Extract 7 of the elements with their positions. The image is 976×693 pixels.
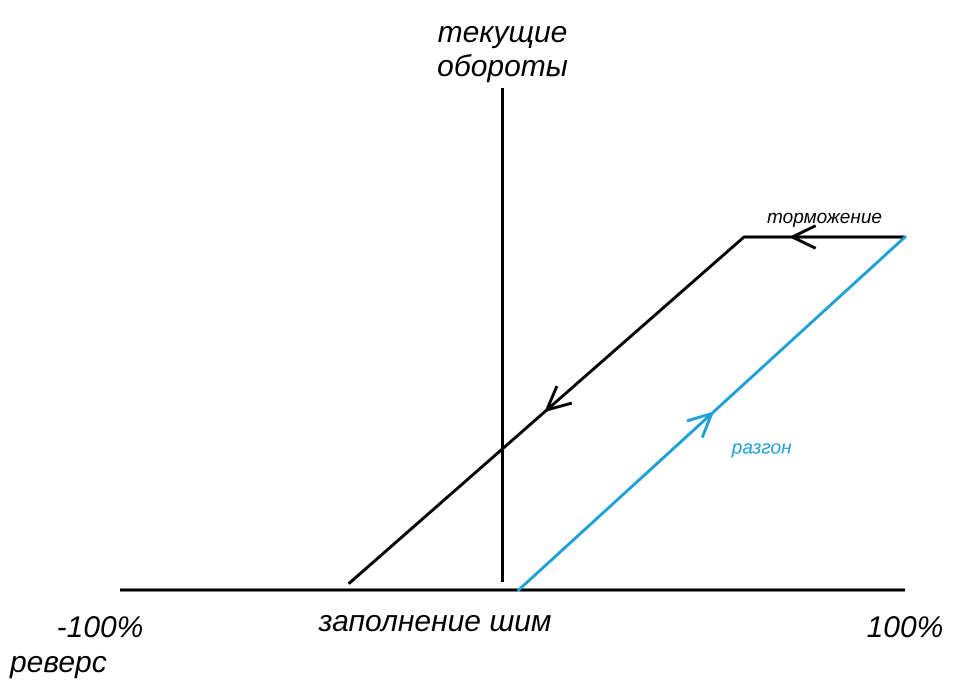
x-axis-title: заполнение шим bbox=[318, 605, 552, 638]
ref-line-label: текущие обороты bbox=[437, 16, 568, 83]
x-tick-label: 100% bbox=[866, 611, 944, 644]
text: реверс bbox=[9, 646, 107, 679]
series-label: торможение bbox=[767, 207, 882, 228]
x-tick-label: -100% bbox=[56, 611, 144, 644]
series-label: разгон bbox=[730, 438, 792, 458]
